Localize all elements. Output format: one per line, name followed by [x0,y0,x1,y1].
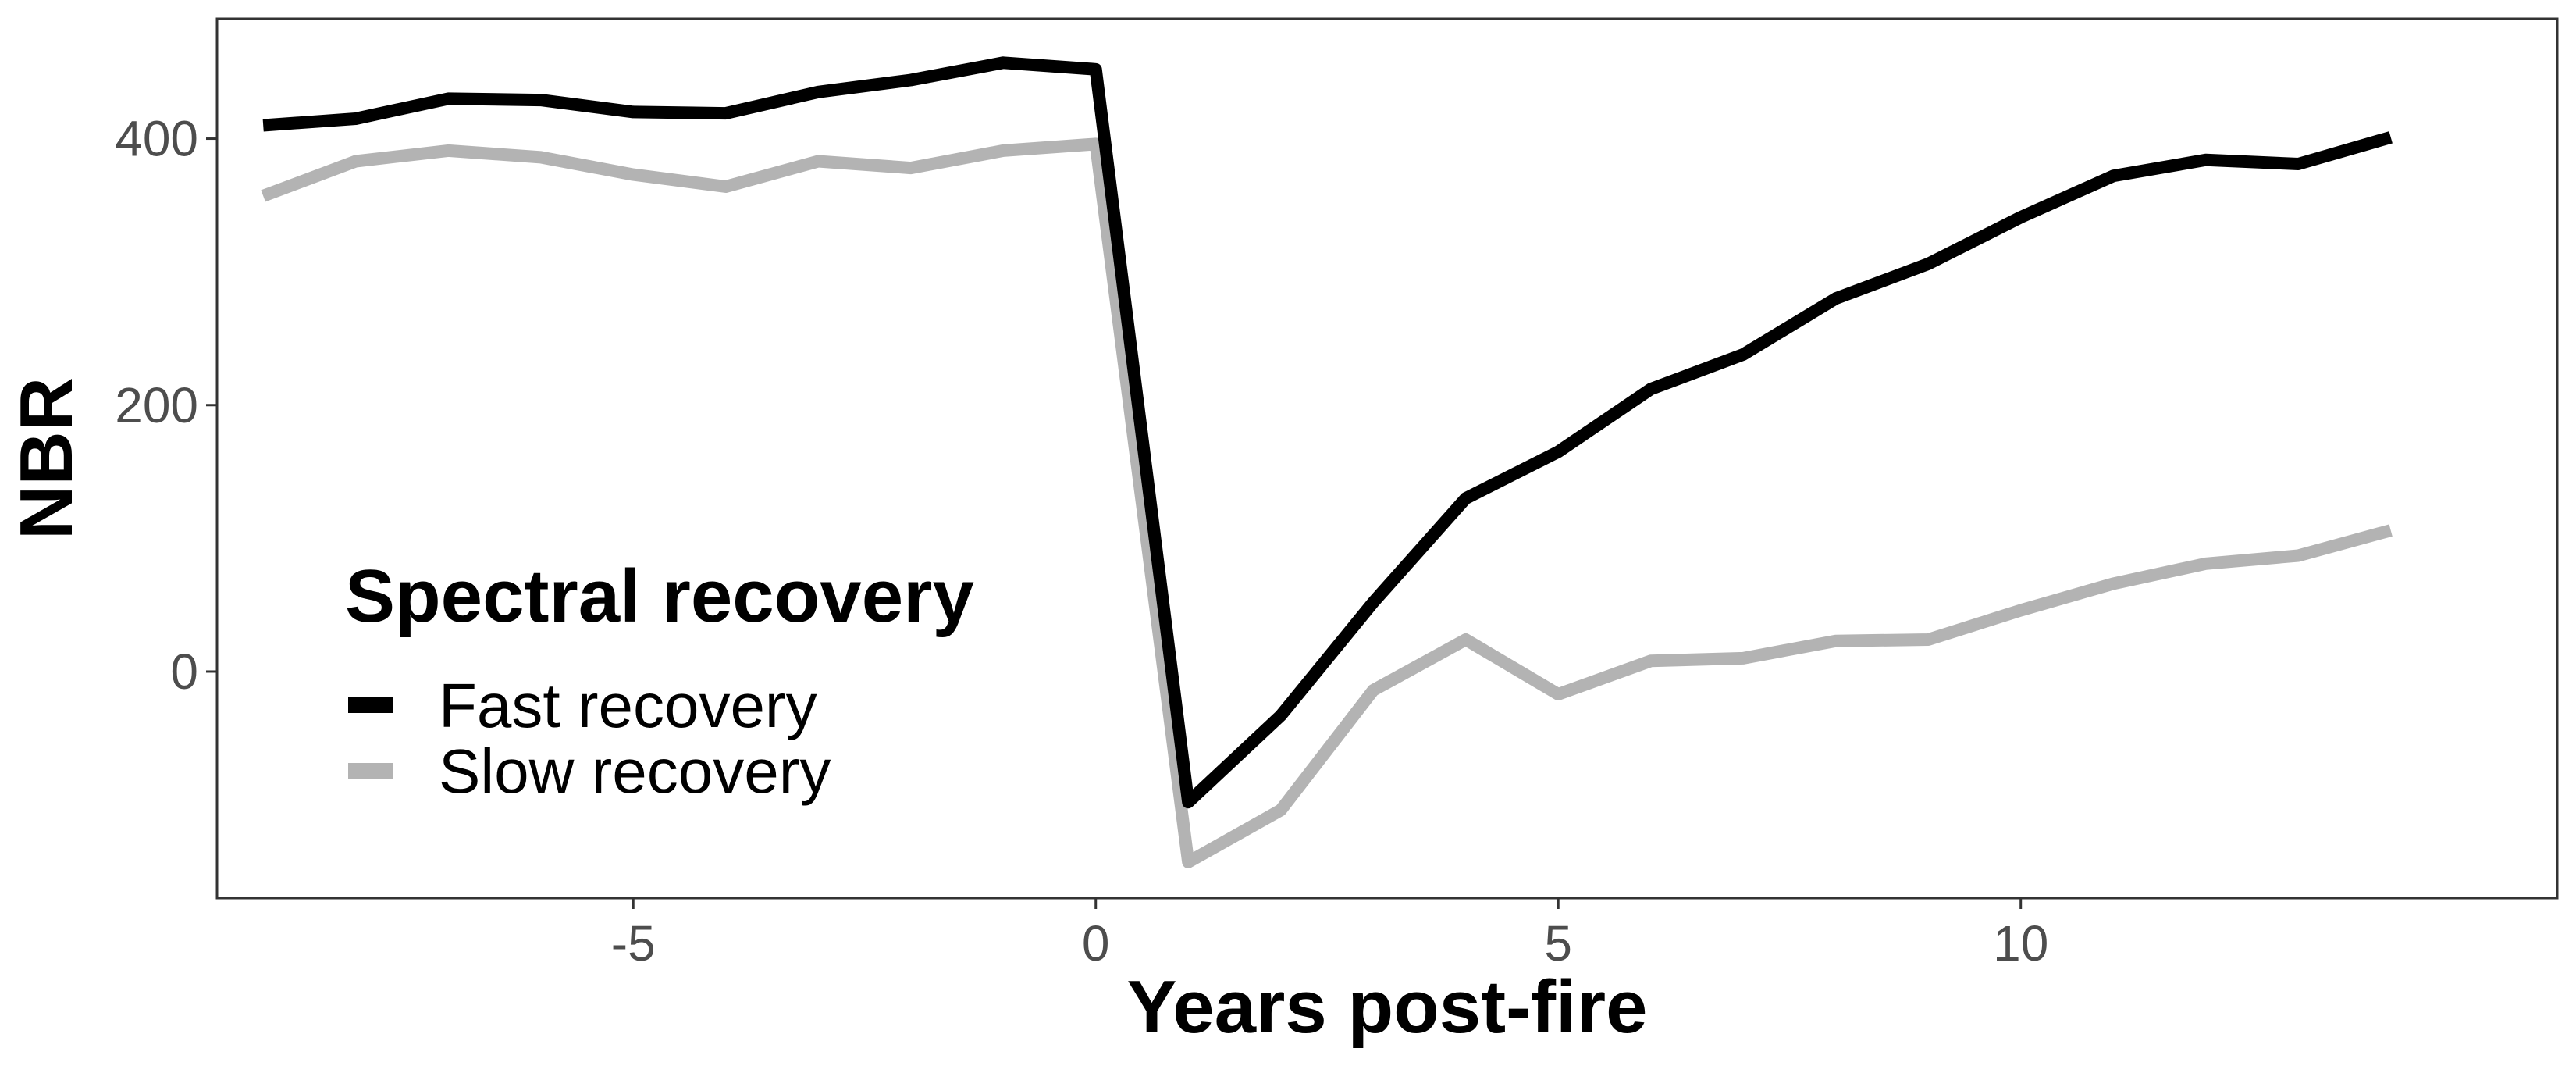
y-axis-title: NBR [5,377,88,540]
y-axis: 0 200 400 [115,111,217,700]
x-tick-label: 5 [1544,915,1572,971]
x-axis-title: Years post-fire [1127,965,1648,1049]
legend: Spectral recovery Fast recovery Slow rec… [345,554,974,806]
series-layer [261,56,2393,868]
y-tick-label: 0 [170,643,198,700]
x-tick-label: -5 [611,915,656,971]
x-tick-label: 0 [1082,915,1110,971]
y-tick-label: 400 [115,111,198,167]
x-axis: -5 0 5 10 [611,898,2048,971]
series-line-fast-recovery [262,56,2393,809]
y-tick-label: 200 [115,377,198,433]
legend-label-fast-recovery: Fast recovery [439,671,817,740]
x-tick-label: 10 [1993,915,2048,971]
series-line-slow-recovery [261,137,2393,868]
legend-label-slow-recovery: Slow recovery [439,736,831,806]
legend-title: Spectral recovery [345,554,974,638]
